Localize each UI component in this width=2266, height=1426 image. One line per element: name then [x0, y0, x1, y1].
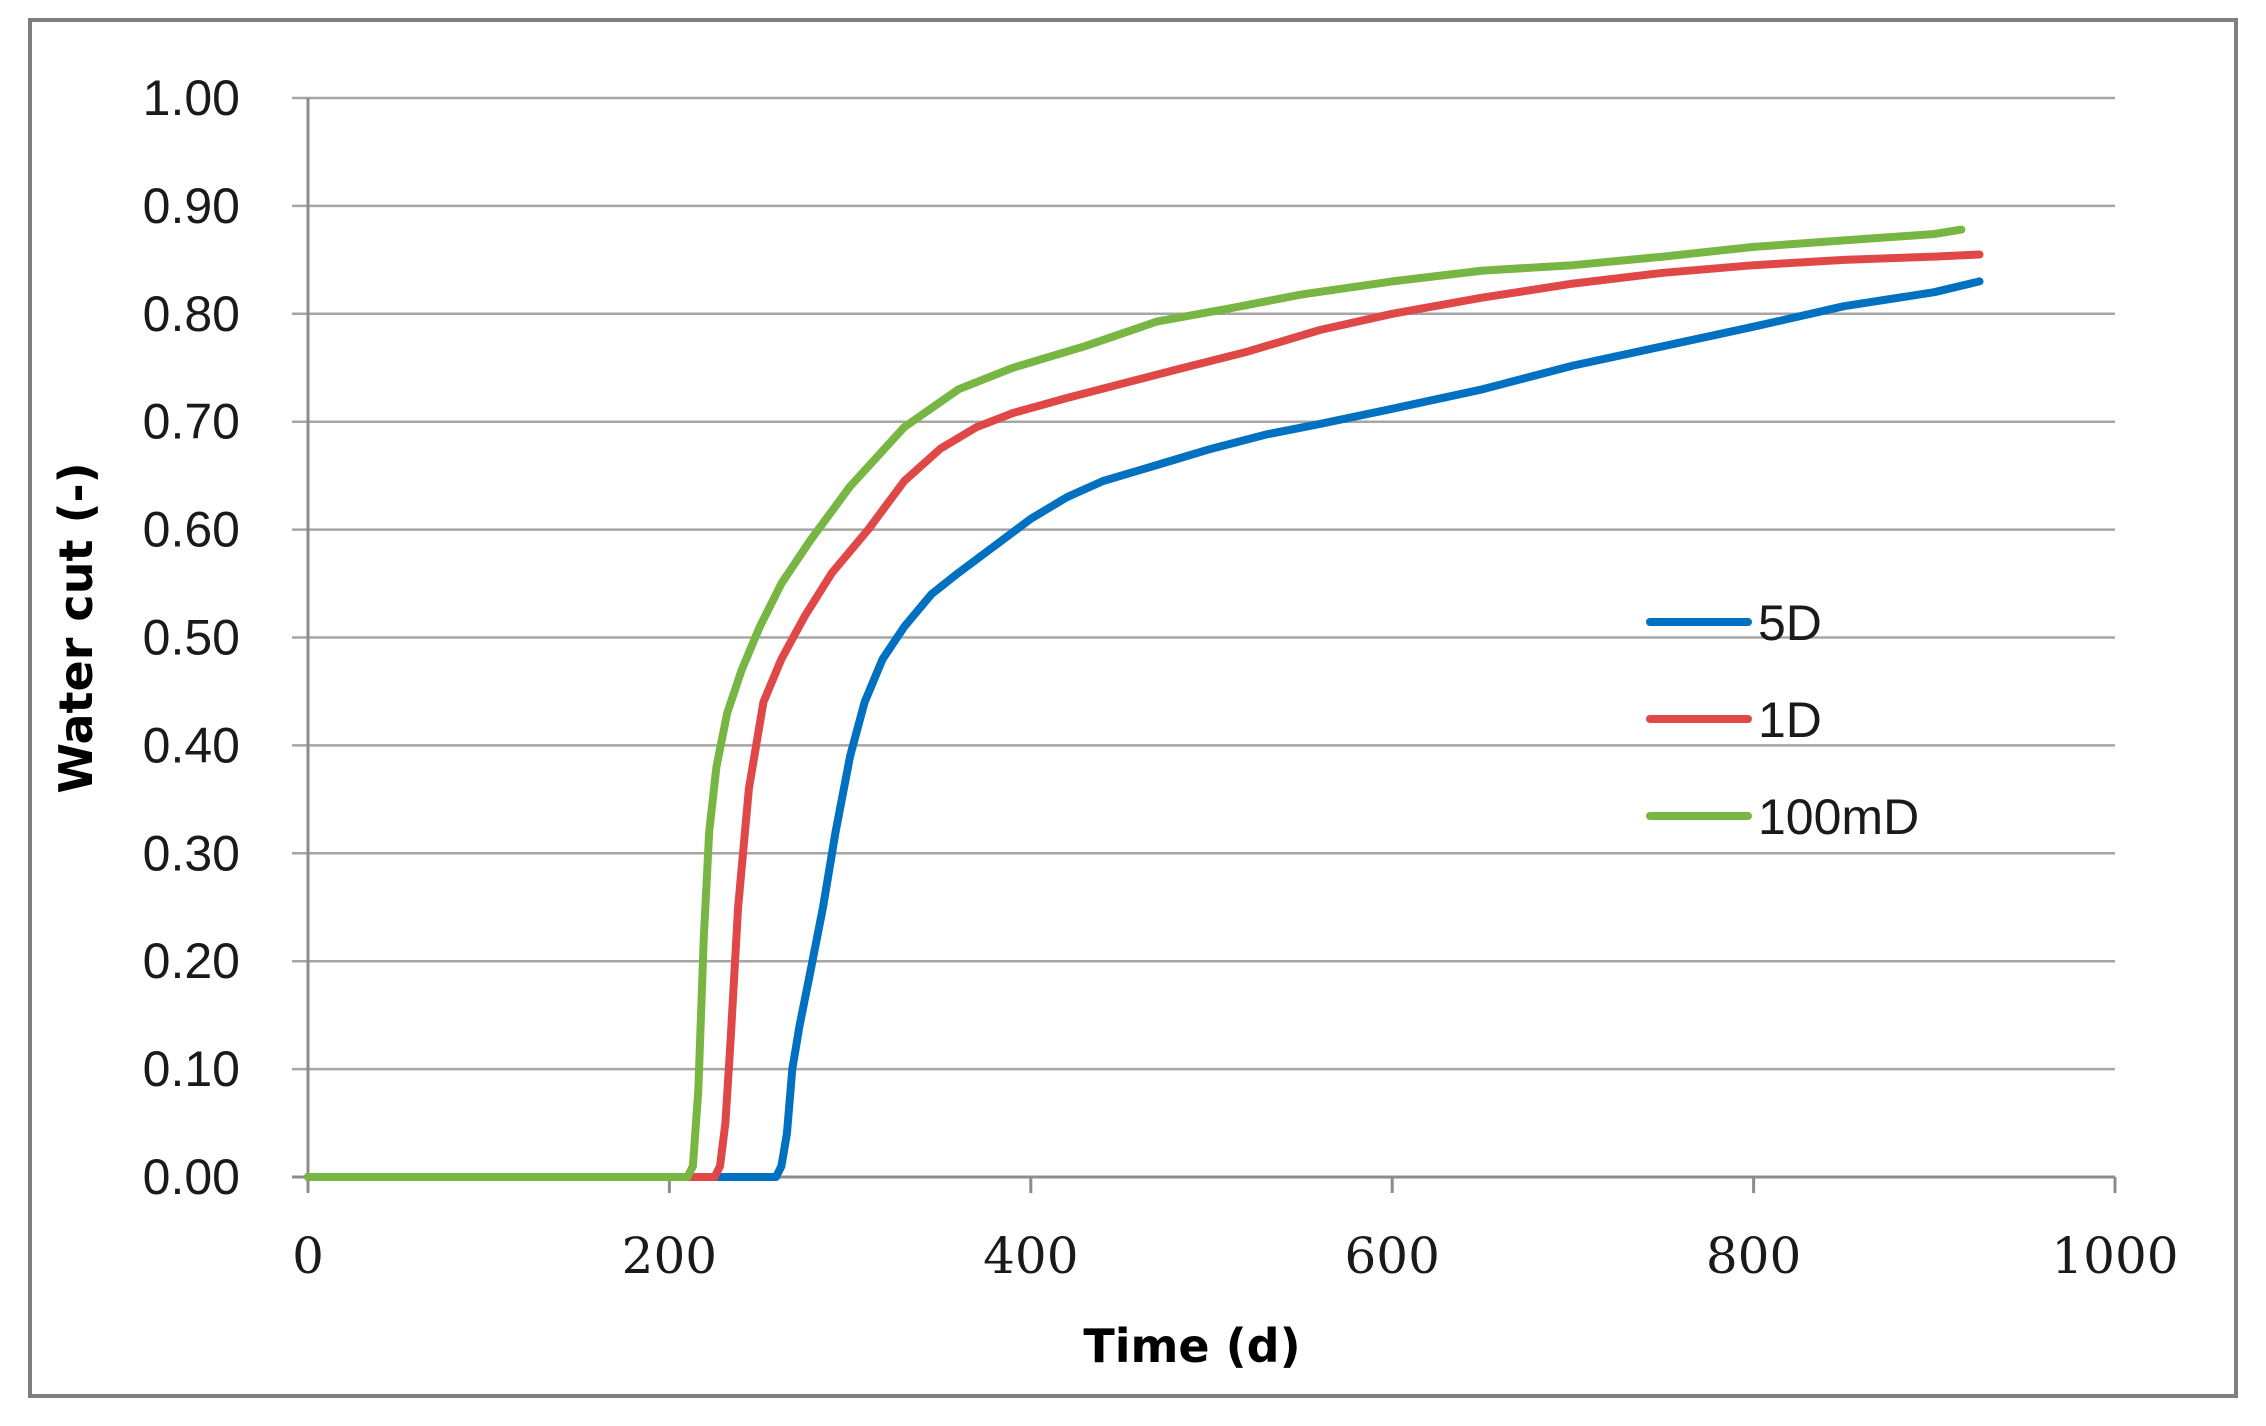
series-lines	[304, 225, 1984, 1181]
y-axis-label: Water cut (-)	[49, 462, 103, 793]
y-tick-label: 1.00	[143, 70, 240, 126]
y-tick-label: 0.10	[143, 1041, 240, 1097]
series-line-100md	[304, 225, 1966, 1181]
y-tick-label: 0.00	[143, 1149, 240, 1205]
x-tick-label: 400	[983, 1227, 1078, 1285]
y-tick-label: 0.60	[143, 502, 240, 558]
x-tick-label: 1000	[2051, 1227, 2178, 1285]
y-tick-label: 0.40	[143, 717, 240, 773]
y-tick-label: 0.50	[143, 610, 240, 666]
y-tick-label: 0.90	[143, 178, 240, 234]
x-tick-label: 0	[292, 1227, 324, 1285]
legend-label-5d: 5D	[1758, 595, 1822, 651]
y-tick-labels: 0.00 0.10 0.20 0.30 0.40 0.50 0.60 0.70 0.80 0.90…	[143, 70, 240, 1205]
x-tick-label: 200	[622, 1227, 717, 1285]
chart-frame	[28, 18, 2238, 1398]
legend: 5D 1D 100mD	[1646, 595, 1919, 845]
x-tick-label: 800	[1706, 1227, 1801, 1285]
gridlines	[292, 96, 2115, 1071]
x-axis-label: Time (d)	[1083, 1319, 1300, 1373]
series-line-5d	[304, 277, 1984, 1181]
y-tick-label: 0.20	[143, 933, 240, 989]
x-tick-label: 600	[1344, 1227, 1439, 1285]
x-tick-labels: 0 200 400 600 800 1000	[292, 1227, 2179, 1285]
series-line-1d	[304, 250, 1984, 1181]
legend-label-100md: 100mD	[1758, 789, 1919, 845]
y-tick-label: 0.30	[143, 825, 240, 881]
y-tick-label: 0.70	[143, 394, 240, 450]
legend-label-1d: 1D	[1758, 692, 1822, 748]
y-tick-label: 0.80	[143, 286, 240, 342]
